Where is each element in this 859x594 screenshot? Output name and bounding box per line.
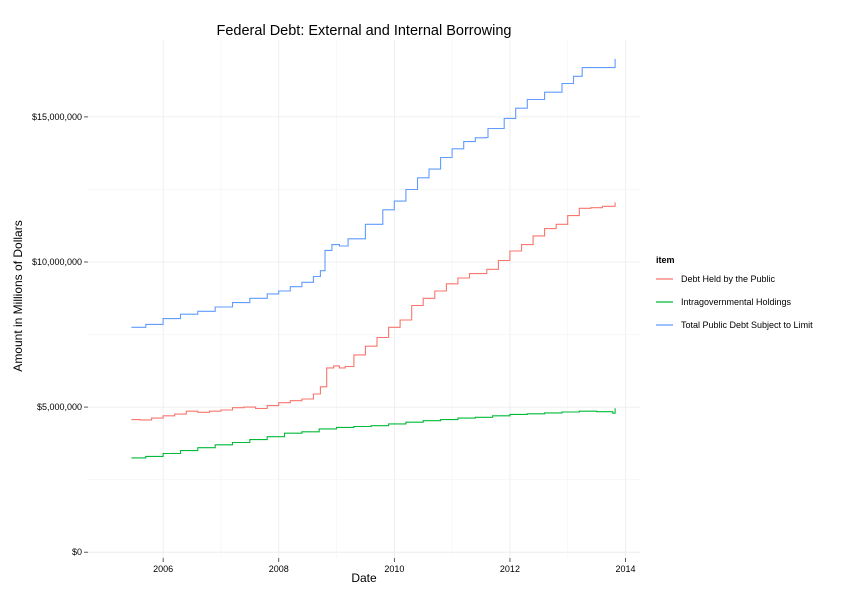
legend-label-debt-held-by-the-public: Debt Held by the Public [681,274,776,284]
axes: 2006 2008 2010 2012 2014 $0 $5,000,000 $10,000,… [32,112,636,574]
legend-label-total-public-debt-subject-to-limit: Total Public Debt Subject to Limit [681,320,813,330]
x-tick-label: 2008 [269,564,289,574]
legend-items: Debt Held by the Public Intragovernmental… [656,274,813,330]
x-axis-label: Date [351,571,377,585]
y-tick-label: $15,000,000 [32,112,82,122]
y-tick-label: $0 [72,547,82,557]
series-lines [131,58,616,459]
legend-item-intragovernmental-holdings: Intragovernmental Holdings [656,297,792,307]
legend: item Debt Held by the Public Intragovernm… [656,255,813,330]
y-axis-label: Amount in Millions of Dollars [11,220,25,371]
y-tick-label: $5,000,000 [37,402,82,412]
y-tick-label: $10,000,000 [32,257,82,267]
x-tick-label: 2012 [500,564,520,574]
x-tick-label: 2010 [384,564,404,574]
x-tick-label: 2006 [153,564,173,574]
grid-lines [88,40,640,558]
legend-item-total-public-debt-subject-to-limit: Total Public Debt Subject to Limit [656,320,813,330]
x-tick-label: 2014 [616,564,636,574]
series-line-debt-held-by-the-public [131,202,616,421]
legend-label-intragovernmental-holdings: Intragovernmental Holdings [681,297,792,307]
chart-title: Federal Debt: External and Internal Borr… [217,23,512,39]
series-line-intragovernmental-holdings [131,408,616,459]
series-line-total-public-debt-subject-to-limit [131,58,616,328]
legend-title: item [656,255,675,265]
legend-item-debt-held-by-the-public: Debt Held by the Public [656,274,776,284]
